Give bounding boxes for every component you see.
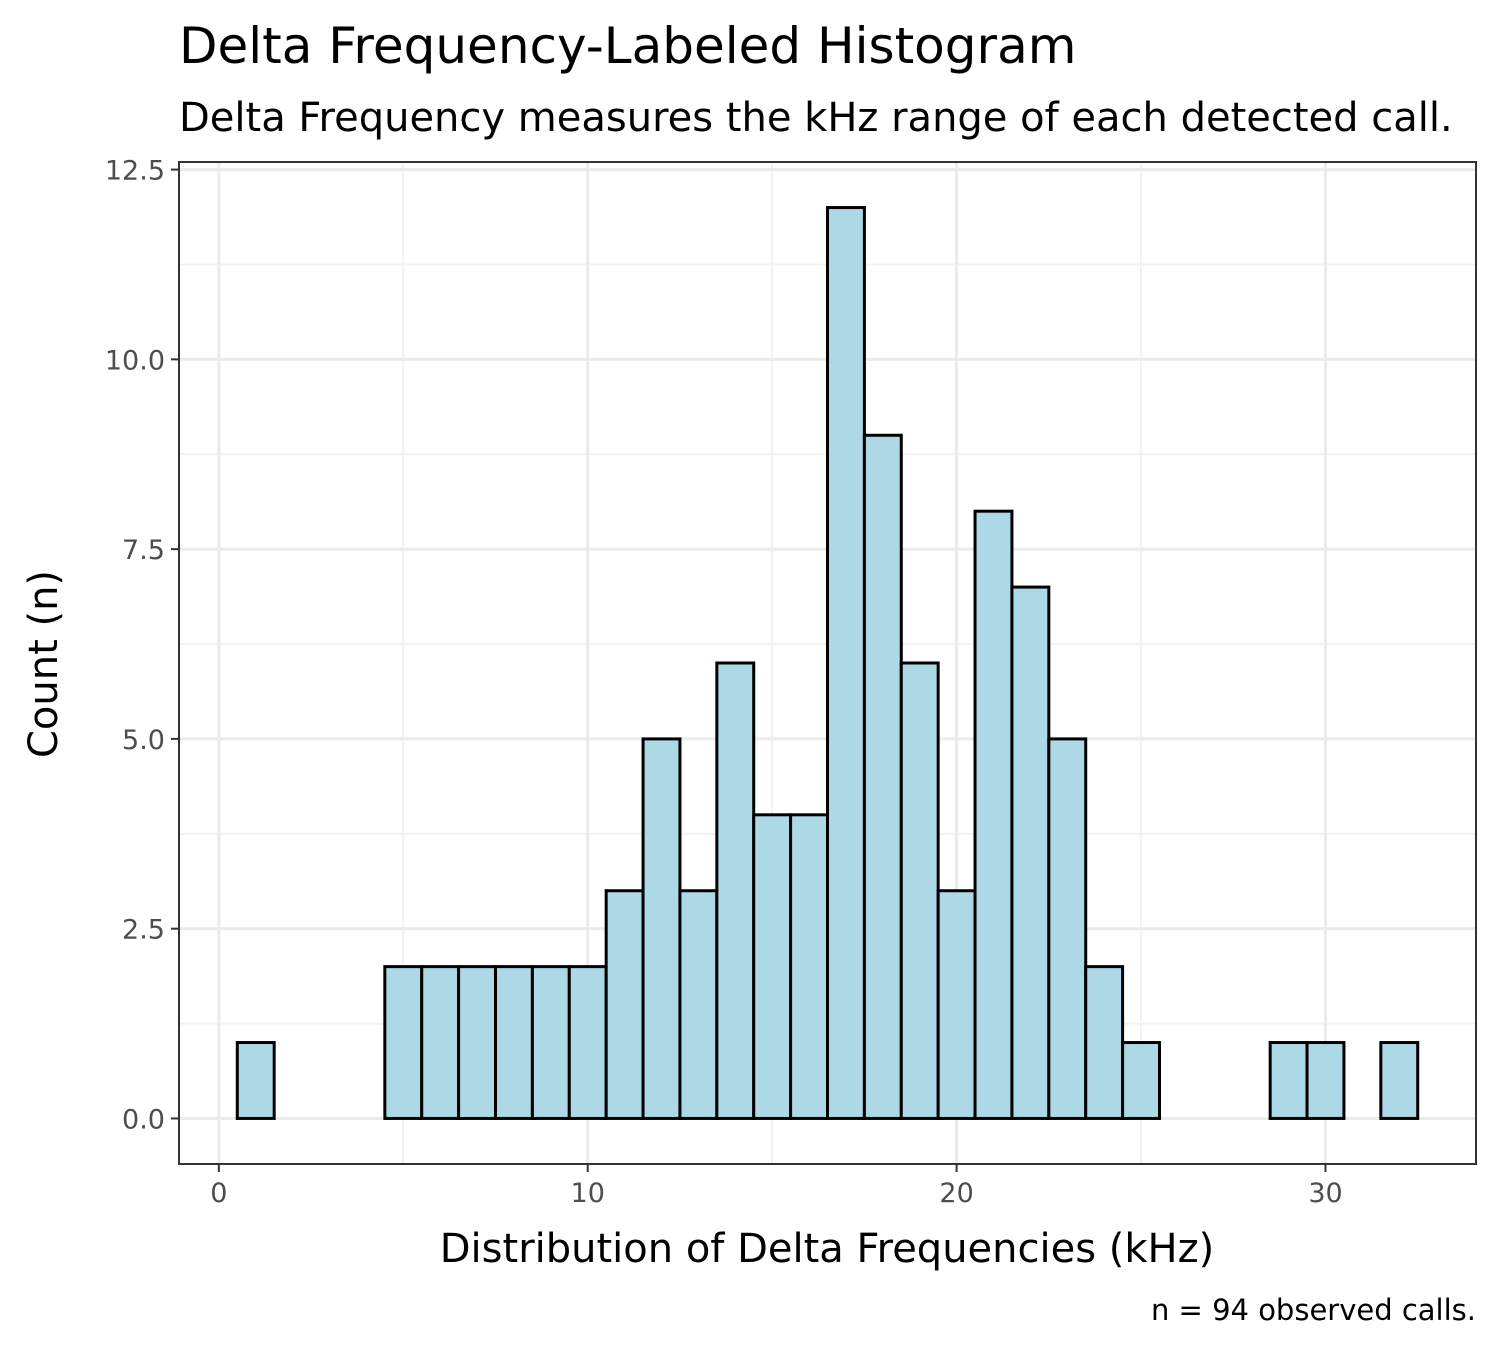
x-axis-title: Distribution of Delta Frequencies (kHz) [440, 1226, 1214, 1272]
histogram-bar [494, 965, 534, 1120]
histogram-bar [530, 965, 571, 1120]
histogram-bar [936, 889, 977, 1120]
histogram-bar [1305, 1041, 1346, 1120]
histogram-bar [420, 965, 461, 1120]
histogram-bar [457, 965, 498, 1120]
axis-ticks: 0 10 20 30 0.0 2.5 5.0 7.5 10.0 12.5 [105, 156, 1343, 1209]
plot-panel-border [178, 161, 1477, 1165]
histogram-bar [1084, 965, 1125, 1120]
y-tick-label: 0.0 [122, 1104, 165, 1135]
histogram-bars [235, 206, 1420, 1120]
histogram-bar [1010, 585, 1051, 1120]
histogram-bar [826, 206, 866, 1120]
y-tick-label: 2.5 [122, 915, 165, 946]
chart-caption: n = 94 observed calls. [1151, 1293, 1476, 1327]
histogram-bar [641, 737, 682, 1120]
histogram-bar [604, 889, 645, 1120]
x-tick-label: 30 [1308, 1178, 1342, 1209]
histogram-bar [752, 813, 793, 1120]
y-axis-title: Count (n) [21, 570, 67, 758]
x-tick-label: 20 [939, 1178, 973, 1209]
histogram-bar [1121, 1041, 1161, 1120]
y-tick-label: 12.5 [105, 156, 165, 187]
histogram-bar [973, 509, 1014, 1120]
histogram-bar [567, 965, 608, 1120]
x-tick-label: 0 [210, 1178, 227, 1209]
chart-title: Delta Frequency-Labeled Histogram [179, 17, 1076, 75]
histogram-bar [678, 889, 719, 1120]
histogram-bar [715, 661, 756, 1120]
y-tick-label: 10.0 [105, 345, 165, 376]
y-tick-label: 5.0 [122, 725, 165, 756]
histogram-bar [899, 661, 940, 1120]
histogram-bar [383, 965, 424, 1120]
y-tick-label: 7.5 [122, 535, 165, 566]
histogram-bar [789, 813, 830, 1120]
histogram-bar [862, 433, 903, 1120]
histogram-bar [1268, 1041, 1309, 1120]
histogram-bar [1047, 737, 1088, 1120]
chart-subtitle: Delta Frequency measures the kHz range o… [179, 95, 1453, 141]
histogram-bar [235, 1041, 276, 1120]
x-tick-label: 10 [571, 1178, 605, 1209]
histogram-bar [1379, 1041, 1420, 1120]
